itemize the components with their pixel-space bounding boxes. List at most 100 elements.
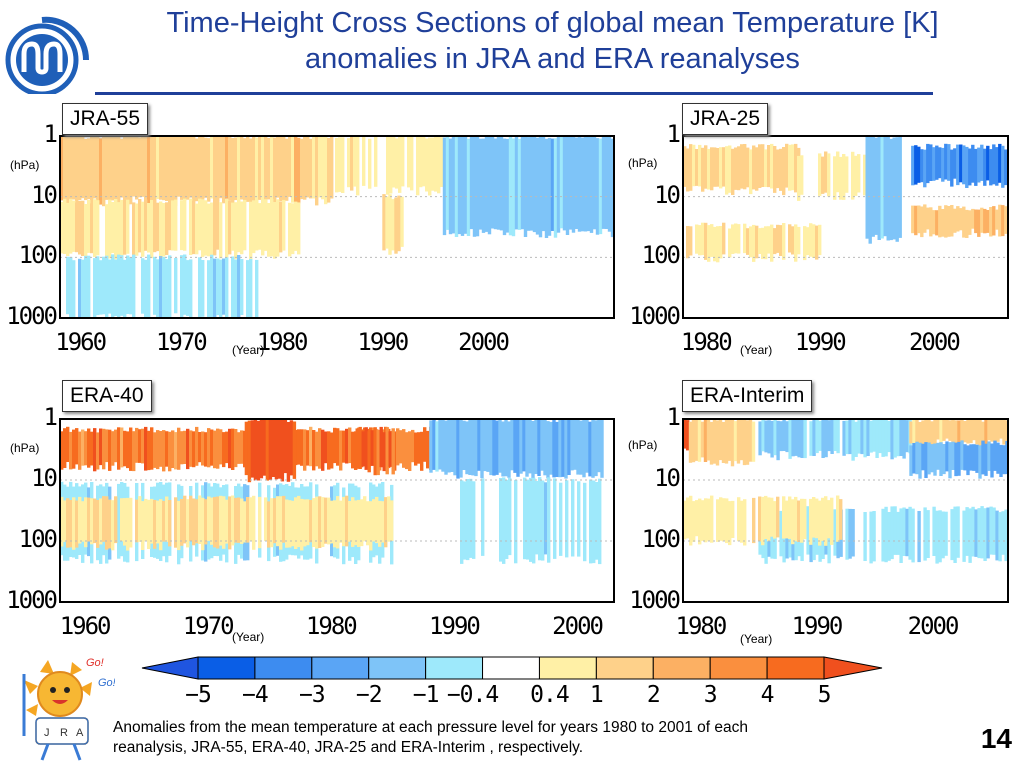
heatmap-cell: [72, 200, 76, 252]
heatmap-cell: [953, 208, 957, 233]
heatmap-cell: [126, 255, 130, 314]
heatmap-cell: [972, 419, 976, 441]
heatmap-cell: [379, 426, 383, 468]
heatmap-cell: [285, 138, 289, 201]
heatmap-cell: [758, 228, 762, 254]
heatmap-cell: [535, 481, 539, 555]
heatmap-cell: [396, 428, 400, 466]
heatmap-cell: [791, 226, 795, 255]
heatmap-cell: [956, 144, 960, 186]
heatmap-cell: [198, 432, 202, 463]
heatmap-cell: [983, 508, 987, 561]
heatmap-cell: [737, 224, 741, 254]
heatmap-cell: [87, 497, 91, 542]
heatmap-cell: [794, 224, 798, 262]
heatmap-cell: [183, 430, 187, 464]
heatmap-cell: [81, 259, 85, 318]
heatmap-cell: [833, 419, 837, 451]
heatmap-cell: [375, 496, 379, 544]
heatmap-cell: [968, 508, 972, 563]
heatmap-cell: [896, 511, 900, 555]
heatmap-cell: [927, 442, 931, 475]
heatmap-cell: [740, 500, 744, 543]
heatmap-cell: [450, 419, 454, 472]
heatmap-cell: [243, 501, 247, 543]
heatmap-cell: [159, 499, 163, 551]
heatmap-cell: [373, 427, 377, 476]
heatmap-cell: [279, 496, 283, 550]
heatmap-cell: [960, 440, 964, 470]
heatmap-cell: [168, 255, 172, 318]
heatmap-cell: [549, 421, 553, 475]
heatmap-cell: [422, 136, 426, 187]
heatmap-cell: [288, 136, 292, 197]
heatmap-cell: [132, 254, 136, 318]
xtick-label: 2000: [458, 328, 510, 356]
heatmap-cell: [526, 137, 531, 231]
heatmap-cell: [385, 196, 389, 249]
heatmap-cell: [400, 196, 404, 247]
heatmap-cell: [797, 226, 801, 255]
heatmap-cell: [210, 497, 214, 545]
heatmap-cell: [752, 224, 756, 262]
heatmap-cell: [273, 137, 277, 203]
heatmap-cell: [944, 143, 948, 180]
heatmap-cell: [480, 419, 484, 479]
heatmap-cell: [240, 498, 244, 544]
heatmap-cell: [291, 500, 295, 547]
heatmap-cell: [538, 477, 542, 561]
heatmap-cell: [1001, 145, 1005, 188]
heatmap-cell: [710, 224, 714, 257]
heatmap-cell: [514, 479, 518, 564]
heatmap-cell: [240, 136, 244, 200]
heatmap-cell: [243, 138, 247, 203]
heatmap-cell: [818, 420, 822, 451]
heatmap-cell: [219, 259, 223, 318]
heatmap-cell: [719, 497, 723, 541]
heatmap-cell: [713, 226, 717, 262]
heatmap-cell: [189, 495, 193, 542]
heatmap-cell: [460, 480, 464, 564]
heatmap-cell: [195, 499, 199, 544]
heatmap-cell: [244, 421, 249, 476]
heatmap-cell: [942, 444, 946, 475]
heatmap-cell: [688, 421, 693, 463]
heatmap-cell: [716, 226, 720, 263]
heatmap-cell: [941, 511, 945, 559]
heatmap-cell: [389, 136, 393, 194]
heatmap-cell: [255, 137, 259, 204]
heatmap-cell: [240, 430, 244, 464]
heatmap-cell: [782, 147, 786, 196]
heatmap-cell: [84, 497, 88, 548]
heatmap-cell: [84, 204, 88, 258]
heatmap-cell: [935, 145, 939, 180]
heatmap-cell: [357, 499, 361, 547]
heatmap-cell: [507, 421, 511, 478]
heatmap-cell: [126, 136, 130, 207]
heatmap-cell: [788, 419, 792, 459]
heatmap-cell: [162, 203, 166, 257]
heatmap-cell: [956, 206, 960, 232]
heatmap-cell: [936, 419, 940, 440]
heatmap-cell: [456, 419, 460, 479]
heatmap-cell: [414, 432, 418, 466]
heatmap-cell: [75, 500, 79, 548]
ytick-label: 10: [654, 180, 681, 209]
heatmap-cell: [222, 258, 226, 315]
ytick-label: 1000: [6, 586, 58, 614]
heatmap-cell: [579, 420, 583, 475]
heatmap-cell: [78, 431, 82, 470]
heatmap-cell: [261, 136, 265, 206]
heatmap-cell: [87, 138, 91, 200]
heatmap-cell: [315, 136, 319, 206]
heatmap-cell: [989, 207, 993, 237]
heatmap-cell: [779, 225, 783, 256]
heatmap-cell: [318, 496, 322, 548]
heatmap-cell: [408, 431, 412, 471]
heatmap-cell: [428, 137, 432, 196]
heatmap-cell: [420, 431, 424, 471]
heatmap-cell: [431, 137, 435, 191]
heatmap-cell: [899, 508, 903, 563]
heatmap-cell: [198, 198, 202, 251]
heatmap-cell: [279, 136, 283, 202]
